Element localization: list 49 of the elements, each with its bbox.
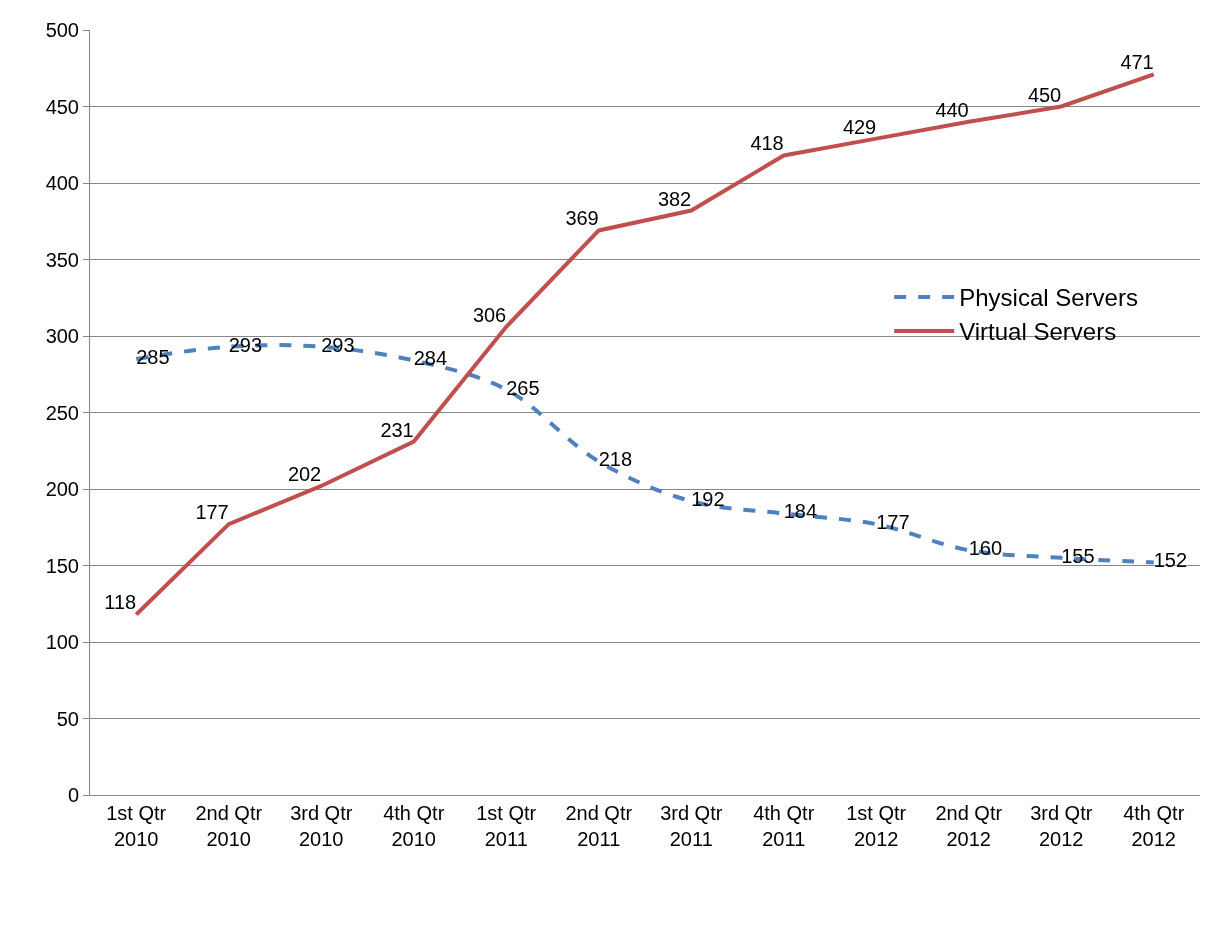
data-label: 202 (287, 462, 322, 485)
y-tick-label: 400 (45, 172, 79, 194)
x-tick-label: 4th Qtr 2011 (753, 802, 815, 850)
data-label: 450 (1027, 83, 1062, 106)
x-tick-label: 1st Qtr 2011 (476, 802, 537, 850)
y-tick-label: 150 (45, 554, 79, 577)
x-tick-label: 3rd Qtr 2010 (290, 802, 353, 850)
data-label: 177 (876, 511, 910, 534)
y-tick-label: 300 (45, 325, 79, 347)
data-label: 218 (598, 448, 633, 471)
legend-label: Physical Servers (959, 284, 1138, 312)
data-label: 382 (657, 187, 692, 210)
data-label: 265 (506, 376, 540, 399)
data-label: 429 (842, 115, 877, 138)
data-label: 152 (1153, 549, 1188, 572)
data-label: 192 (691, 488, 725, 511)
x-tick-label: 3rd Qtr 2012 (1030, 802, 1093, 850)
data-label: 471 (1120, 51, 1154, 74)
x-tick-label: 4th Qtr 2010 (383, 802, 445, 850)
x-tick-label: 1st Qtr 2012 (846, 802, 907, 850)
data-label: 118 (104, 591, 137, 614)
x-tick-label: 1st Qtr 2010 (106, 802, 167, 850)
x-tick-label: 4th Qtr 2012 (1123, 802, 1185, 850)
x-tick-label: 3rd Qtr 2011 (660, 802, 723, 850)
data-label: 293 (228, 333, 263, 356)
x-tick-label: 2nd Qtr 2011 (565, 802, 633, 850)
data-label: 418 (750, 132, 784, 155)
y-tick-label: 0 (67, 784, 79, 806)
legend-label: Virtual Servers (959, 318, 1117, 346)
data-label: 440 (935, 98, 969, 121)
data-label: 160 (968, 537, 1003, 560)
data-label: 284 (413, 347, 448, 370)
x-tick-label: 2nd Qtr 2012 (935, 802, 1003, 850)
data-label: 293 (321, 333, 355, 356)
y-tick-label: 200 (45, 478, 79, 500)
data-label: 155 (1061, 544, 1095, 567)
data-label: 184 (783, 500, 818, 523)
y-tick-label: 250 (45, 401, 79, 424)
y-tick-label: 50 (56, 707, 79, 730)
data-label: 369 (565, 207, 599, 230)
y-tick-label: 100 (45, 631, 79, 653)
y-tick-label: 450 (45, 95, 79, 118)
data-label: 177 (195, 501, 229, 524)
line-series (134, 72, 1156, 617)
data-label: 306 (472, 303, 507, 326)
y-tick-label: 350 (45, 248, 79, 271)
y-tick-label: 500 (45, 19, 79, 41)
data-label: 231 (380, 418, 414, 441)
x-tick-label: 2nd Qtr 2010 (195, 802, 263, 850)
